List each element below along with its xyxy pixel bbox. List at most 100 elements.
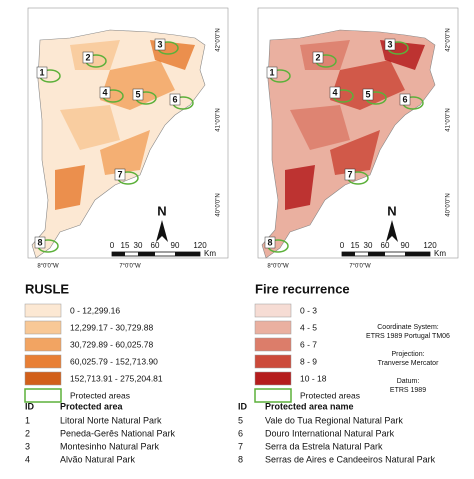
legend-swatch xyxy=(254,371,292,386)
area-label-box xyxy=(344,168,356,181)
scale-seg xyxy=(175,252,200,256)
lat-label: 40°0'0"N xyxy=(446,193,452,216)
legend-label: 6 - 7 xyxy=(300,339,317,349)
projection-text: ETRS 1989 Portugal TM06 xyxy=(366,333,450,340)
table-cell: Montesinho Natural Park xyxy=(60,441,160,451)
area-label-box xyxy=(169,93,181,106)
region-patch xyxy=(290,105,350,150)
table-cell: Peneda-Gerês National Park xyxy=(60,428,176,438)
projection-text: Coordinate System: xyxy=(377,324,439,331)
legend-swatch xyxy=(24,320,62,335)
legend-swatch xyxy=(254,388,292,403)
scale-tick: 90 xyxy=(401,241,410,250)
area-id: 3 xyxy=(387,39,392,49)
region-patch xyxy=(285,165,315,210)
legend-label: Protected areas xyxy=(300,390,360,400)
area-label-box xyxy=(34,236,46,249)
scale-tick: 60 xyxy=(381,241,390,250)
legend-label: 12,299.17 - 30,729.88 xyxy=(70,322,153,332)
legend-label: 60,025.79 - 152,713.90 xyxy=(70,356,158,366)
area-id: 7 xyxy=(117,169,122,179)
area-id: 5 xyxy=(365,89,370,99)
table-cell: 4 xyxy=(25,454,30,464)
legend-swatch xyxy=(24,337,62,352)
legend-swatch xyxy=(254,303,292,318)
area-label-box xyxy=(264,236,276,249)
lat-label: 41°0'0"N xyxy=(446,108,452,131)
legend-label: 4 - 5 xyxy=(300,322,317,332)
area-label-box xyxy=(399,93,411,106)
table-cell: 3 xyxy=(25,441,30,451)
region-patch xyxy=(100,130,150,175)
area-id: 2 xyxy=(315,52,320,62)
table-cell: 1 xyxy=(25,415,30,425)
table-cell: 7 xyxy=(238,441,243,451)
area-id: 1 xyxy=(39,67,44,77)
lat-label: 40°0'0"N xyxy=(216,193,222,216)
area-id: 8 xyxy=(267,237,272,247)
scale-tick: 0 xyxy=(340,241,345,250)
north-label: N xyxy=(387,203,396,218)
table-header: Protected area name xyxy=(265,401,354,411)
table-cell: Serra da Estrela Natural Park xyxy=(265,441,383,451)
area-label-box xyxy=(132,88,144,101)
scale-tick: 120 xyxy=(193,241,207,250)
map-panel: 1 2 3 4 5 6 7 8 42°0'0"N 41°0'0"N 40°0'0"N 8°0'0"W 7… xyxy=(257,7,459,270)
table-header: ID xyxy=(238,401,248,411)
table-header: ID xyxy=(25,401,35,411)
area-label-box xyxy=(362,88,374,101)
lon-label: 7°0'0"W xyxy=(119,264,141,270)
legend-swatch xyxy=(254,320,292,335)
legend-label: Protected areas xyxy=(70,390,130,400)
legend-swatch xyxy=(24,388,62,403)
legend-title: RUSLE xyxy=(25,281,69,296)
legend-label: 8 - 9 xyxy=(300,356,317,366)
area-id: 3 xyxy=(157,39,162,49)
area-id: 4 xyxy=(102,87,107,97)
legend-swatch xyxy=(24,354,62,369)
area-id: 2 xyxy=(85,52,90,62)
area-label-box xyxy=(36,66,48,79)
scale-tick: 90 xyxy=(171,241,180,250)
scale-tick: 15 xyxy=(121,241,130,250)
scale-unit: Km xyxy=(434,249,446,258)
projection-text: Projection: xyxy=(391,351,424,358)
area-label-box xyxy=(384,38,396,51)
area-label-box xyxy=(266,66,278,79)
table-cell: Vale do Tua Regional Natural Park xyxy=(265,415,403,425)
scale-tick: 30 xyxy=(364,241,373,250)
lat-label: 41°0'0"N xyxy=(216,108,222,131)
scale-unit: Km xyxy=(204,249,216,258)
lat-label: 42°0'0"N xyxy=(216,28,222,51)
area-id: 5 xyxy=(135,89,140,99)
area-id: 6 xyxy=(172,94,177,104)
legend-swatch xyxy=(254,354,292,369)
area-id: 6 xyxy=(402,94,407,104)
lat-label: 42°0'0"N xyxy=(446,28,452,51)
legend-swatch xyxy=(24,371,62,386)
projection-text: ETRS 1989 xyxy=(390,387,426,394)
table-cell: 8 xyxy=(238,454,243,464)
projection-text: Tranverse Mercator xyxy=(378,360,439,367)
table-cell: 6 xyxy=(238,428,243,438)
table-cell: Litoral Norte Natural Park xyxy=(60,415,162,425)
legend-label: 152,713.91 - 275,204.81 xyxy=(70,373,163,383)
lon-label: 8°0'0"W xyxy=(267,264,289,270)
area-label-box xyxy=(114,168,126,181)
scale-tick: 120 xyxy=(423,241,437,250)
region-patch xyxy=(60,105,120,150)
scale-tick: 30 xyxy=(134,241,143,250)
scale-seg xyxy=(112,252,125,256)
table-cell: 5 xyxy=(238,415,243,425)
region-patch xyxy=(55,165,85,210)
area-label-box xyxy=(154,38,166,51)
area-label-box xyxy=(312,51,324,64)
scale-seg xyxy=(138,252,155,256)
area-label-box xyxy=(99,86,111,99)
table-cell: Douro International Natural Park xyxy=(265,428,395,438)
legend-label: 0 - 3 xyxy=(300,305,317,315)
map-frame xyxy=(27,7,229,259)
map-frame xyxy=(257,7,459,259)
legend-label: 30,729.89 - 60,025.78 xyxy=(70,339,153,349)
